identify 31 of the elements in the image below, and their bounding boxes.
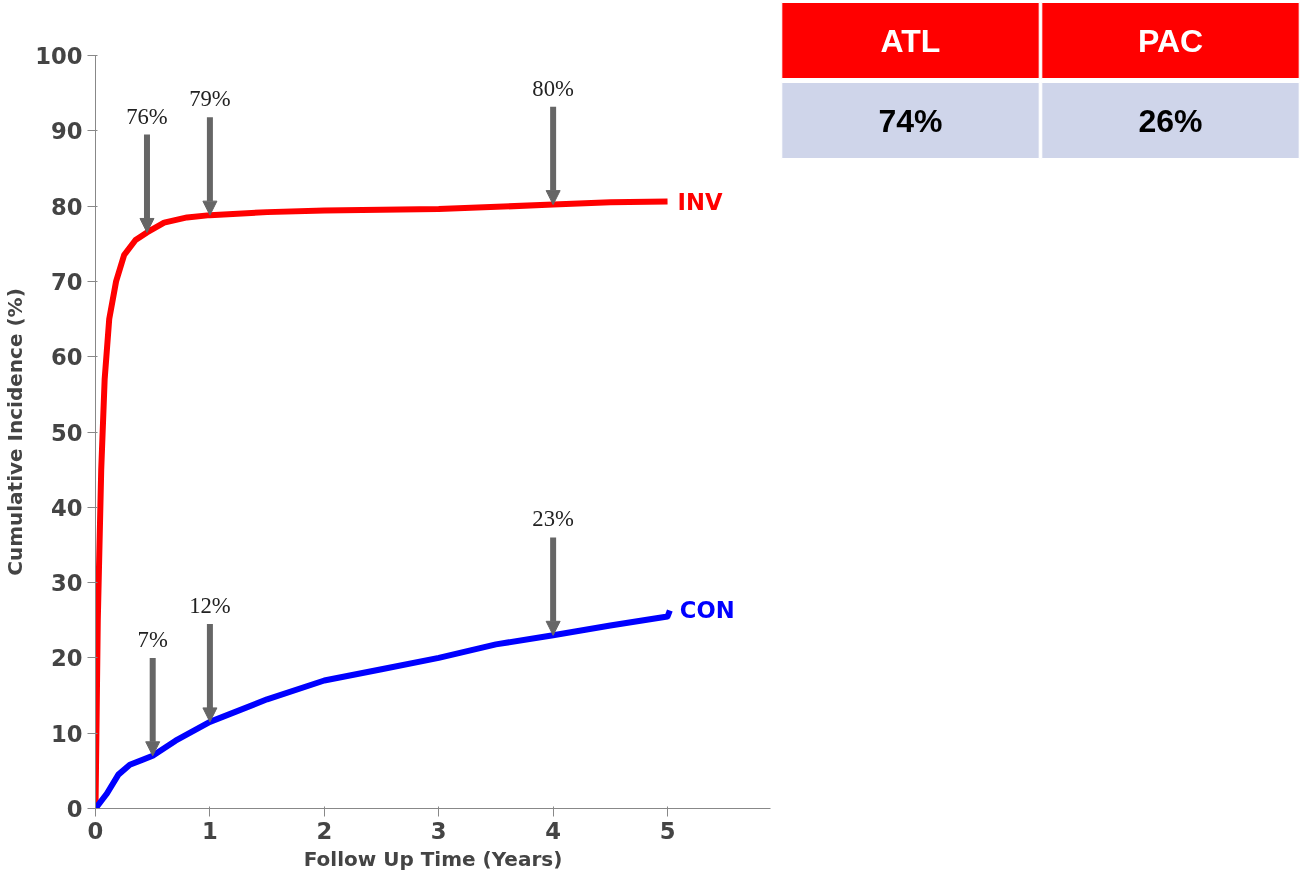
text: 74%: [878, 102, 943, 139]
x-axis-title: Follow Up Time (Years): [303, 846, 563, 871]
y-axis-title: Cumulative Incidence (%): [3, 288, 28, 576]
y-tick-label: 10: [50, 720, 83, 747]
annotation: 7%: [137, 626, 168, 652]
y-tick-label: 30: [50, 570, 83, 597]
x-tick-label: 4: [545, 817, 562, 844]
annotation: 12%: [189, 593, 231, 619]
annotation: 76%: [126, 103, 168, 129]
category-label: ATL: [880, 22, 941, 59]
y-tick-label: 80: [50, 193, 83, 220]
y-tick-label: 60: [50, 344, 83, 371]
x-tick-label: 5: [659, 817, 676, 844]
y-tick-label: 90: [50, 118, 83, 145]
category-label: PAC: [1137, 22, 1204, 59]
y-tick-label: 50: [50, 419, 83, 446]
annotation: 80%: [532, 75, 575, 101]
x-tick-label: 1: [202, 817, 218, 844]
x-tick-label: 0: [87, 817, 104, 844]
x-tick-label: 2: [316, 817, 333, 844]
y-tick-label: 70: [50, 268, 83, 295]
y-tick-label: 100: [35, 43, 83, 69]
series-label: CON: [679, 597, 735, 624]
x-tick-label: 3: [430, 817, 447, 844]
text: 26%: [1138, 102, 1203, 139]
series-label: INV: [677, 188, 723, 215]
y-tick-label: 40: [50, 494, 83, 521]
annotation: 79%: [189, 86, 231, 112]
annotation: 23%: [532, 506, 575, 532]
y-tick-label: 20: [50, 645, 83, 672]
y-tick-label: 0: [66, 796, 83, 822]
